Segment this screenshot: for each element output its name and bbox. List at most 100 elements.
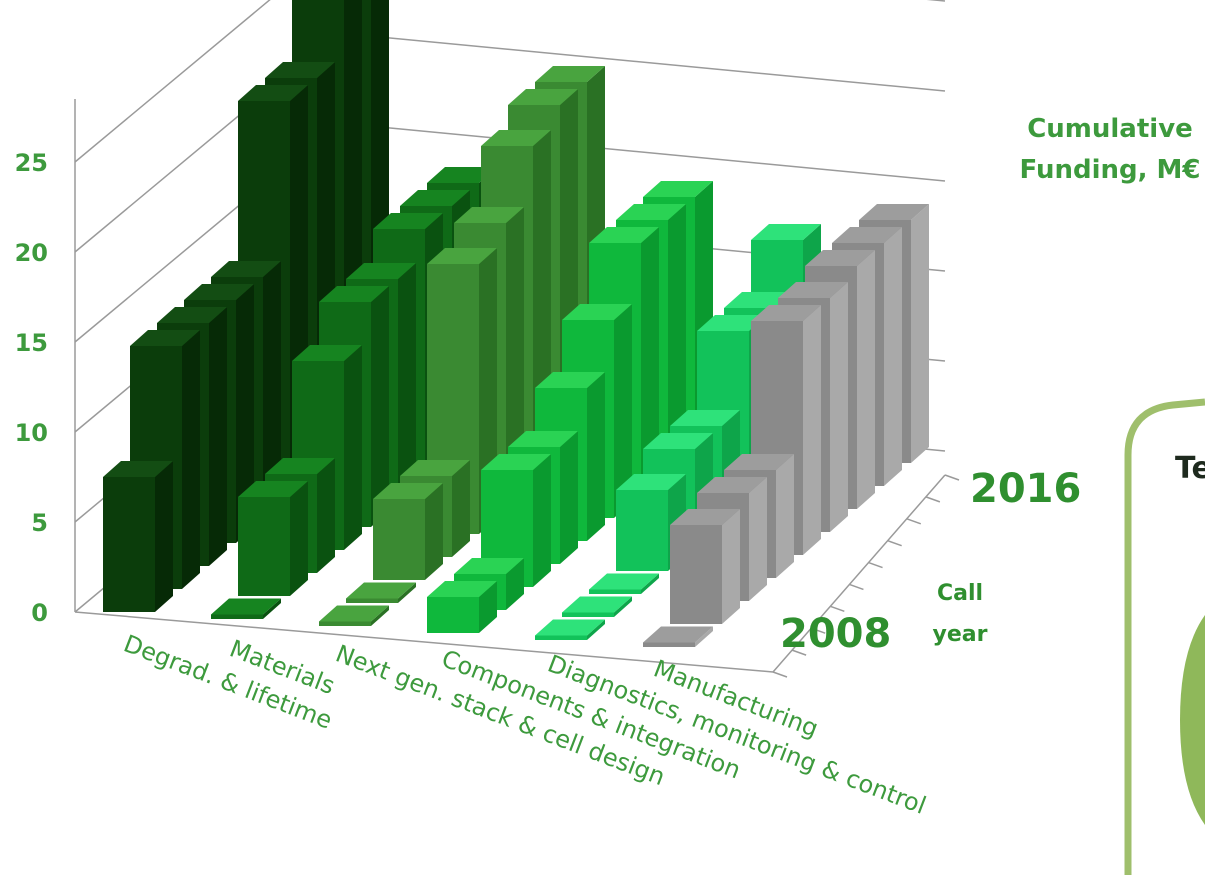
bar-side-face	[398, 263, 416, 504]
bar-side-face	[857, 250, 875, 509]
bar-top-face	[562, 304, 632, 320]
bar-side-face	[641, 573, 659, 594]
bar-side-face	[344, 345, 362, 550]
bar-top-face	[724, 292, 794, 308]
floor-front-edge	[74, 611, 774, 673]
bar-side-face	[587, 372, 605, 541]
bar-top-face	[535, 372, 605, 388]
z-tick	[810, 627, 826, 634]
z-end-label: 2016	[970, 466, 1081, 512]
y-tick-label: 15	[15, 329, 48, 357]
bars	[103, 0, 929, 647]
y-tick-label: 25	[15, 149, 48, 177]
bar-top-face	[616, 474, 686, 490]
bar-top-face	[400, 190, 470, 206]
bar-side-face	[290, 481, 308, 596]
bar-top-face	[427, 581, 497, 597]
bar-side-face	[830, 282, 848, 532]
bar-side-face	[425, 483, 443, 580]
bar	[535, 619, 605, 640]
bar-top-face	[643, 433, 713, 449]
bar	[643, 626, 713, 647]
side-panel-frame	[1124, 398, 1205, 875]
bar-top-face	[238, 481, 308, 497]
bar-side-face	[263, 261, 281, 520]
bar-front-face	[670, 525, 722, 624]
bar	[346, 582, 416, 603]
z-start-label: 2008	[780, 611, 891, 657]
bar-top-face	[481, 130, 551, 146]
bar-top-face	[346, 582, 416, 599]
bar-top-face	[481, 454, 551, 470]
bar-top-face	[805, 250, 875, 266]
bar-top-face	[778, 282, 848, 298]
z-tick	[772, 671, 788, 678]
bar-top-face	[697, 315, 767, 331]
bar-side-face	[587, 619, 605, 640]
bar-side-face	[533, 454, 551, 587]
bar-top-face	[238, 85, 308, 101]
bar-side-face	[776, 454, 794, 578]
y-tick-label: 10	[15, 419, 48, 447]
z-tick	[944, 474, 960, 481]
y-tick-label: 5	[31, 509, 48, 537]
bar	[319, 605, 389, 626]
bar-top-face	[373, 213, 443, 229]
bar-top-face	[211, 261, 281, 277]
bar-top-face	[427, 167, 497, 183]
bar-top-face	[103, 461, 173, 477]
bar-side-face	[317, 458, 335, 573]
bar-top-face	[265, 62, 335, 78]
z-tick	[849, 583, 864, 591]
bar-side-face	[209, 307, 227, 566]
bar-top-face	[589, 227, 659, 243]
bar-top-face	[697, 477, 767, 493]
bar-side-face	[398, 582, 416, 603]
bar-top-face	[508, 89, 578, 105]
z-tick	[887, 539, 902, 547]
bar-side-face	[182, 330, 200, 589]
bar-top-face	[643, 181, 713, 197]
bar-side-face	[452, 460, 470, 557]
bar	[562, 596, 632, 617]
y-tick-label: 0	[31, 599, 48, 627]
bar-side-face	[641, 227, 659, 495]
z-tick	[830, 605, 845, 613]
bar-side-face	[884, 227, 902, 486]
back-wall-gridline	[337, 32, 946, 92]
bar-front-face	[319, 621, 371, 626]
bar-front-face	[427, 597, 479, 633]
bar-top-face	[751, 305, 821, 321]
bar-side-face	[614, 596, 632, 617]
bar-top-face	[454, 558, 524, 574]
bar-top-face	[454, 207, 524, 223]
bar-side-face	[479, 581, 497, 633]
side-panel: Te	[1124, 398, 1205, 875]
bar-top-face	[751, 224, 821, 240]
bar-side-face	[722, 509, 740, 624]
bar-side-face	[911, 204, 929, 463]
bar	[211, 598, 281, 619]
z-tick	[906, 518, 922, 525]
bar-top-face	[859, 204, 929, 220]
bar-side-face	[155, 461, 173, 612]
bar-side-face	[506, 207, 524, 511]
bar	[589, 573, 659, 594]
z-tick	[868, 561, 883, 569]
bar-top-face	[832, 227, 902, 243]
bar-top-face	[535, 66, 605, 82]
bar-top-face	[562, 596, 632, 613]
bar-front-face	[616, 490, 668, 571]
bar-front-face	[211, 614, 263, 619]
bar-top-face	[157, 307, 227, 323]
side-panel-title: Te	[1175, 451, 1205, 486]
bar-front-face	[103, 477, 155, 612]
bar-front-face	[643, 642, 695, 647]
bar-side-face	[371, 605, 389, 626]
bar-side-face	[236, 284, 254, 543]
bar-top-face	[400, 460, 470, 476]
category-label: Diagnostics, monitoring & control	[544, 649, 930, 819]
back-wall-gridline	[337, 122, 946, 182]
